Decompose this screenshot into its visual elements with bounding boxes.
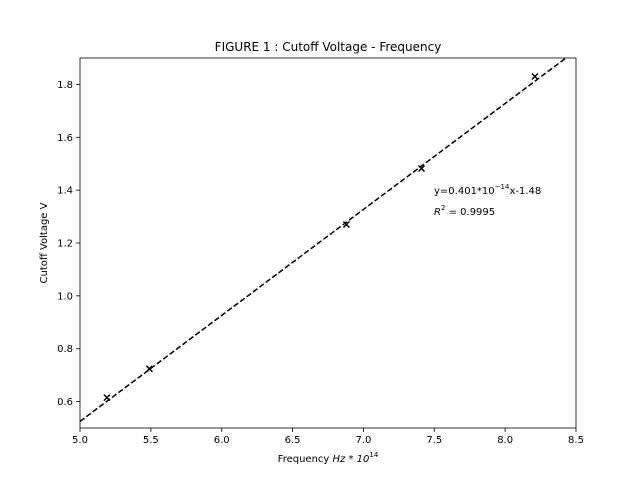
x-axis-label-text: Frequency — [278, 454, 330, 465]
x-tick-label: 5.0 — [72, 435, 88, 446]
plot-area — [80, 58, 568, 422]
x-axis: 5.0 5.5 6.0 6.5 7.0 7.5 8.0 8.5 — [72, 428, 584, 446]
data-point — [342, 220, 350, 229]
x-axis-label-exponent: 14 — [369, 451, 378, 459]
y-tick-label: 1.0 — [57, 291, 73, 302]
x-tick-label: 8.5 — [568, 435, 584, 446]
r-squared-label: R2 = 0.9995 — [434, 204, 495, 218]
axes-frame — [79, 57, 577, 429]
y-tick-label: 0.6 — [57, 397, 73, 408]
data-point — [145, 365, 153, 373]
r-squared-value: = 0.9995 — [445, 207, 495, 218]
r-squared-exponent: 2 — [441, 204, 445, 212]
y-tick-label: 1.8 — [57, 80, 73, 91]
x-tick-label: 6.5 — [285, 435, 301, 446]
fit-equation-suffix: x-1.48 — [509, 186, 541, 197]
data-point — [103, 394, 111, 402]
y-tick-label: 0.8 — [57, 344, 73, 355]
fit-equation-exponent: −14 — [495, 183, 510, 191]
y-tick-label: 1.4 — [57, 186, 73, 197]
fit-equation: y=0.401*10−14x-1.48 — [434, 183, 541, 197]
x-axis-label-math: Hz * 10 — [333, 454, 370, 465]
fit-line — [80, 58, 568, 422]
y-tick-label: 1.2 — [57, 239, 73, 250]
y-axis: 0.6 0.8 1.0 1.2 1.4 1.6 1.8 — [57, 80, 80, 408]
data-point — [531, 72, 539, 81]
x-tick-label: 8.0 — [497, 435, 513, 446]
x-tick-label: 6.0 — [214, 435, 230, 446]
x-tick-label: 7.0 — [355, 435, 371, 446]
fit-equation-prefix: y=0.401*10 — [434, 186, 495, 197]
x-axis-label: Frequency Hz * 1014 — [278, 451, 379, 465]
y-tick-label: 1.6 — [57, 133, 73, 144]
chart-title: FIGURE 1 : Cutoff Voltage - Frequency — [215, 40, 442, 54]
data-point — [418, 164, 426, 173]
y-axis-label: Cutoff Voltage V — [39, 202, 50, 283]
x-tick-label: 5.5 — [143, 435, 159, 446]
r-squared-symbol: R — [434, 207, 441, 218]
x-tick-label: 7.5 — [426, 435, 442, 446]
